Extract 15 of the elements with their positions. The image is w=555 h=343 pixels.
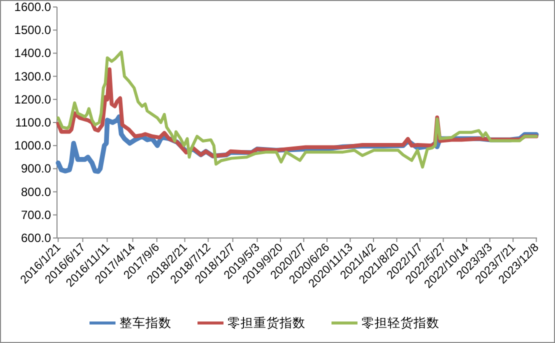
y-tick-label: 1100.0 [15, 116, 52, 130]
y-tick-label: 1300.0 [14, 69, 52, 84]
line-series [56, 50, 538, 169]
legend-label: 零担重货指数 [228, 316, 306, 330]
y-tick-label: 900.0 [20, 162, 52, 176]
y-tick-label: 1400.0 [14, 46, 52, 60]
y-tick-label: 1000.0 [14, 138, 52, 153]
y-tick-label: 1200.0 [14, 92, 52, 106]
legend-label: 整车指数 [120, 316, 172, 330]
y-tick-label: 1600.0 [14, 0, 52, 14]
y-tick-label: 800.0 [20, 184, 52, 199]
legend-label: 零担轻货指数 [362, 316, 440, 330]
y-tick-label: 700.0 [20, 208, 52, 222]
y-tick-label: 1500.0 [14, 23, 52, 38]
y-tick-label: 600.0 [20, 231, 52, 245]
